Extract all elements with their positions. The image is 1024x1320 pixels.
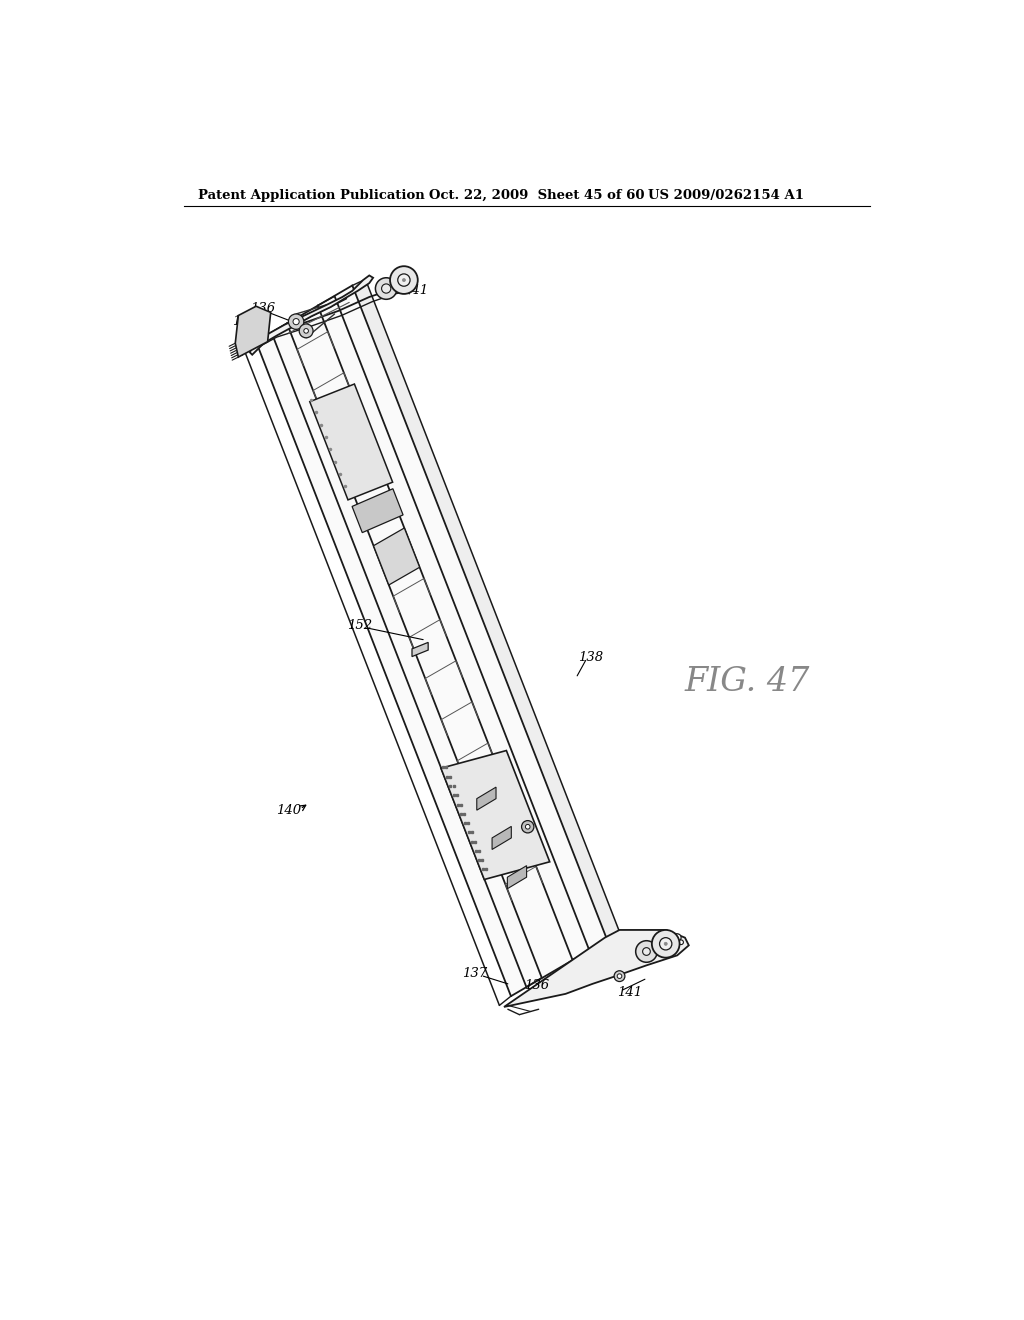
Polygon shape <box>441 751 550 879</box>
Text: 136: 136 <box>251 302 275 315</box>
Polygon shape <box>493 826 511 850</box>
Circle shape <box>289 314 304 330</box>
Circle shape <box>636 941 657 962</box>
Polygon shape <box>374 528 420 585</box>
Polygon shape <box>507 866 526 888</box>
Circle shape <box>665 942 668 945</box>
Text: 140: 140 <box>275 804 301 817</box>
Circle shape <box>617 974 622 978</box>
Text: US 2009/0262154 A1: US 2009/0262154 A1 <box>648 189 804 202</box>
Text: Oct. 22, 2009  Sheet 45 of 60: Oct. 22, 2009 Sheet 45 of 60 <box>429 189 645 202</box>
Text: Patent Application Publication: Patent Application Publication <box>199 189 425 202</box>
Circle shape <box>304 329 308 333</box>
Polygon shape <box>352 280 621 940</box>
Circle shape <box>299 323 313 338</box>
Circle shape <box>659 937 672 950</box>
Text: 136: 136 <box>524 979 550 991</box>
Circle shape <box>643 948 650 956</box>
Text: FIG. 47: FIG. 47 <box>685 667 810 698</box>
Circle shape <box>679 940 683 945</box>
Circle shape <box>525 825 530 829</box>
Circle shape <box>390 267 418 294</box>
Text: 138: 138 <box>578 651 603 664</box>
Circle shape <box>402 279 406 281</box>
Polygon shape <box>309 384 392 500</box>
Polygon shape <box>477 787 496 810</box>
Circle shape <box>376 277 397 300</box>
Circle shape <box>674 933 681 941</box>
Text: 141: 141 <box>616 986 642 999</box>
Circle shape <box>614 970 625 982</box>
Text: 152: 152 <box>347 619 372 632</box>
Polygon shape <box>352 488 403 533</box>
Polygon shape <box>412 643 428 656</box>
Polygon shape <box>504 929 689 1007</box>
Polygon shape <box>236 306 270 358</box>
Circle shape <box>382 284 391 293</box>
Text: 141: 141 <box>402 284 428 297</box>
Circle shape <box>521 821 534 833</box>
Circle shape <box>293 318 299 325</box>
Text: 137: 137 <box>232 315 257 329</box>
Polygon shape <box>250 276 373 355</box>
Text: 137: 137 <box>462 966 487 979</box>
Circle shape <box>652 929 680 958</box>
Circle shape <box>397 275 410 286</box>
Polygon shape <box>256 285 607 997</box>
